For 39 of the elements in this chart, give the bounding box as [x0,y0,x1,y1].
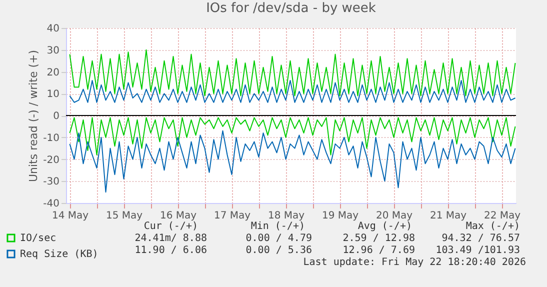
text: Min (-/+) [250,221,305,232]
text: Last update: Fri May 22 18:20:40 2026 [303,257,526,268]
line-series [69,49,516,96]
y-tick-label: 10 [46,89,60,100]
y-axis-title: Units read (-) / write (+) [27,50,40,182]
x-tick-label: 14 May [52,210,89,222]
text: 24.41m/ 8.88 [134,233,207,244]
y-tick-label: 30 [46,45,60,56]
y-tick-label: 40 [46,24,60,34]
x-tick-label: 17 May [214,210,251,222]
line-series [69,80,516,103]
legend-label: IO/sec [20,233,56,244]
line-series [69,130,516,193]
text: Avg (-/+) [358,221,412,232]
y-tick-label: -20 [43,154,60,166]
text: 11.90 / 6.06 [134,245,207,256]
y-tick-label: -10 [43,132,60,144]
text: Cur (-/+) [144,221,198,232]
x-tick-label: 19 May [322,210,359,222]
text: 12.96 / 7.69 [342,245,415,256]
text: 103.49 /101.93 [436,245,520,256]
x-tick-label: 22 May [484,210,521,222]
chart-title: IOs for /dev/sda - by week [206,1,376,16]
x-tick-label: 16 May [160,210,197,222]
y-tick-label: -30 [43,176,60,188]
x-tick-label: 18 May [268,210,305,222]
text: 2.59 / 12.98 [342,233,415,244]
y-tick-label: 20 [46,67,60,78]
y-tick-label: 0 [53,111,60,122]
x-tick-label: 20 May [376,210,413,222]
legend-label: Req Size (KB) [20,249,98,260]
x-tick-label: 15 May [106,210,143,222]
line-series [69,117,516,156]
text: 0.00 / 5.36 [246,245,312,256]
x-tick-label: 21 May [430,210,467,222]
text: Max (-/+) [466,221,520,232]
y-tick-label: -40 [43,198,60,210]
text: 94.32 / 76.57 [442,233,520,244]
text: 0.00 / 4.79 [246,233,312,244]
